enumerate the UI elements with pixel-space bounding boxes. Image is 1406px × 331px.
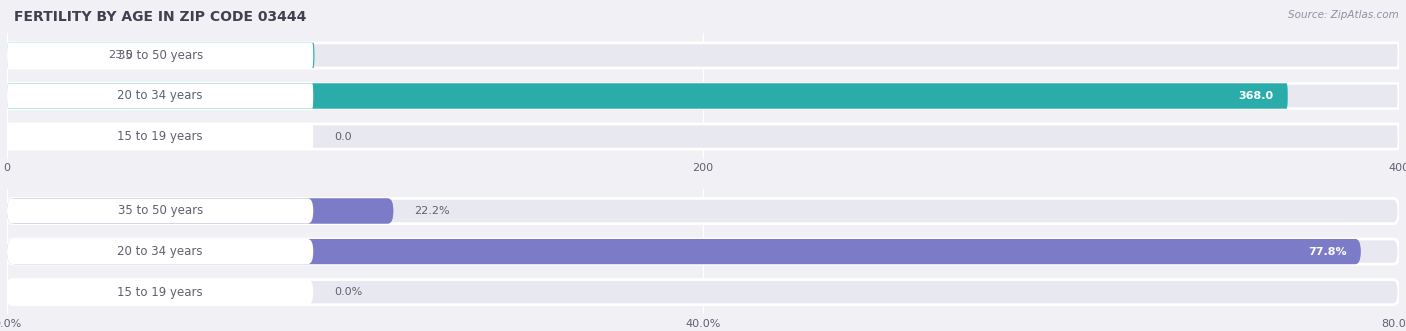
Text: 15 to 19 years: 15 to 19 years: [117, 130, 202, 143]
Text: 23.0: 23.0: [108, 50, 132, 61]
Text: 368.0: 368.0: [1239, 91, 1274, 101]
Text: 22.2%: 22.2%: [415, 206, 450, 216]
Text: 15 to 19 years: 15 to 19 years: [117, 286, 202, 299]
Text: 35 to 50 years: 35 to 50 years: [118, 205, 202, 217]
Text: 77.8%: 77.8%: [1308, 247, 1347, 257]
FancyBboxPatch shape: [7, 83, 314, 109]
Text: 20 to 34 years: 20 to 34 years: [117, 245, 202, 258]
FancyBboxPatch shape: [7, 124, 314, 149]
FancyBboxPatch shape: [7, 43, 1399, 68]
FancyBboxPatch shape: [7, 198, 314, 223]
FancyBboxPatch shape: [7, 280, 314, 305]
Text: Source: ZipAtlas.com: Source: ZipAtlas.com: [1288, 10, 1399, 20]
FancyBboxPatch shape: [10, 239, 1361, 264]
FancyBboxPatch shape: [7, 239, 1361, 264]
FancyBboxPatch shape: [7, 239, 314, 264]
FancyBboxPatch shape: [7, 239, 1399, 264]
FancyBboxPatch shape: [7, 43, 315, 68]
FancyBboxPatch shape: [7, 83, 1288, 109]
Text: FERTILITY BY AGE IN ZIP CODE 03444: FERTILITY BY AGE IN ZIP CODE 03444: [14, 10, 307, 24]
FancyBboxPatch shape: [7, 124, 1399, 149]
Text: 20 to 34 years: 20 to 34 years: [117, 89, 202, 103]
FancyBboxPatch shape: [7, 198, 1399, 223]
Text: 0.0%: 0.0%: [335, 287, 363, 297]
FancyBboxPatch shape: [7, 280, 1399, 305]
Text: 0.0: 0.0: [335, 131, 352, 142]
FancyBboxPatch shape: [10, 198, 394, 223]
Text: 35 to 50 years: 35 to 50 years: [118, 49, 202, 62]
FancyBboxPatch shape: [7, 83, 1288, 109]
FancyBboxPatch shape: [7, 43, 314, 68]
FancyBboxPatch shape: [7, 83, 1399, 109]
FancyBboxPatch shape: [7, 198, 394, 223]
FancyBboxPatch shape: [7, 43, 315, 68]
